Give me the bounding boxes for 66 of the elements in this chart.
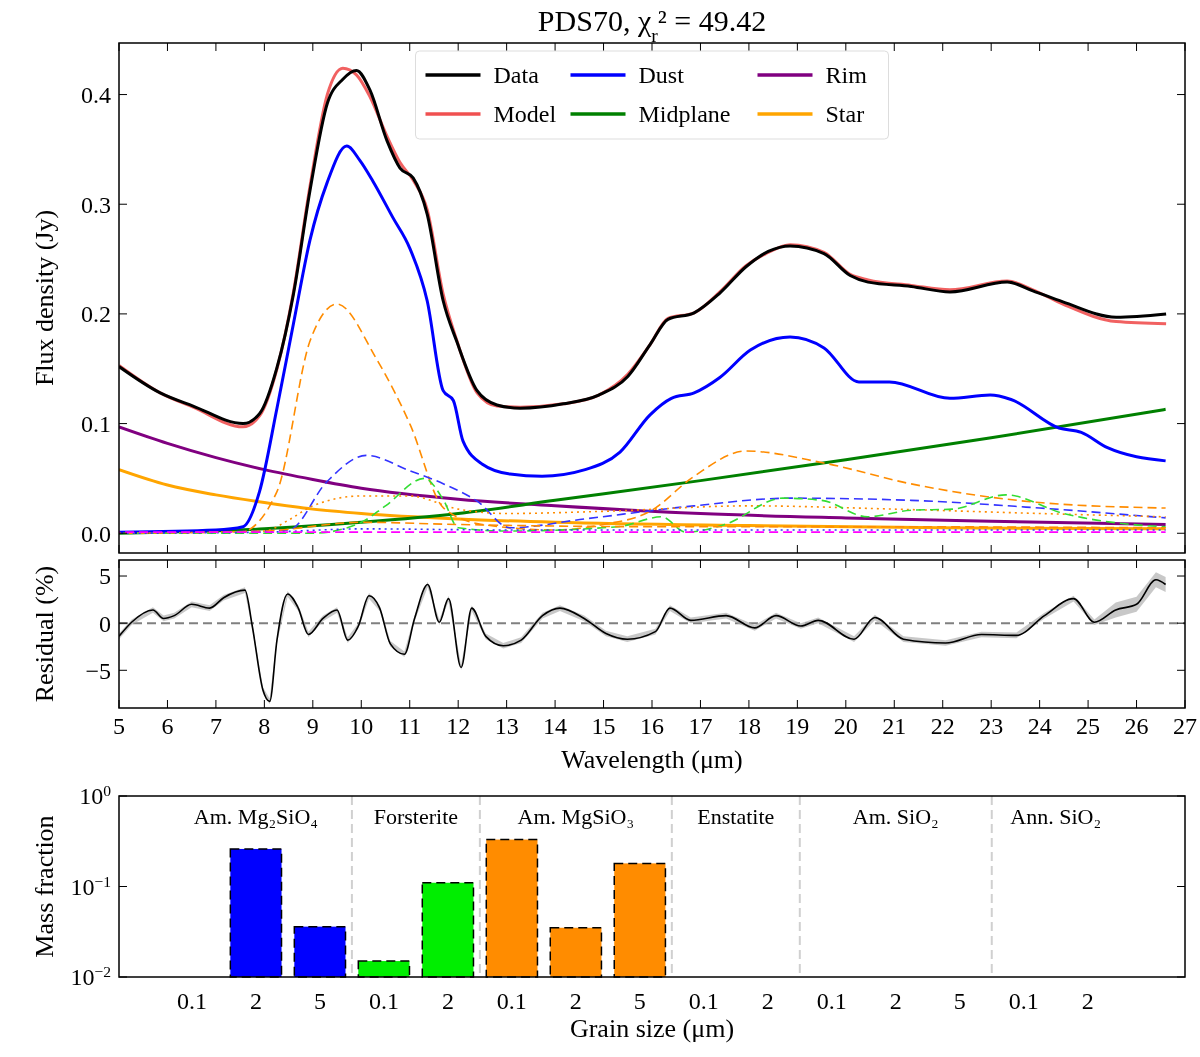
x-tick-label: 13 [494,713,519,739]
x-tick-label: 8 [258,713,271,739]
x-tick-label: 10 [349,713,374,739]
x-tick-label: 6 [161,713,174,739]
legend-label: Midplane [638,101,731,128]
x-tick-label: 23 [979,713,1004,739]
chart-title: PDS70, χ$_{r}$² = 49.42 [537,4,767,46]
x-tick-label: 22 [930,713,955,739]
x-tick-label: 5 [313,988,326,1014]
annotation: Am. MgSiO₃ [517,804,635,829]
x-tick-label: 15 [591,713,616,739]
x-tick-label: 24 [1027,713,1052,739]
x-tick-label: 21 [882,713,907,739]
y-tick-label: 0.4 [81,81,111,108]
x-tick-label: 5 [633,988,646,1014]
x-tick-label: 2 [761,988,774,1014]
x-tick-label: 17 [688,713,713,739]
x-tick-label: 16 [640,713,664,739]
y-tick-label: −5 [85,657,111,684]
annotation: Enstatite [697,804,775,829]
x-tick-label: 0.1 [496,988,527,1014]
x-axis-title: Grain size (μm) [569,1014,735,1043]
x-tick-label: 2 [441,988,454,1014]
annotation: Am. SiO₂ [852,804,939,829]
y-axis-title: Flux density (Jy) [30,209,59,387]
legend-label: Dust [638,62,685,89]
y-tick-label: 10$^{−2}$ [70,962,111,991]
x-axis-title: Wavelength (μm) [561,745,743,774]
y-tick-label: 0 [99,610,111,637]
x-tick-label: 7 [209,713,222,739]
y-tick-label: 0.3 [81,191,111,218]
x-tick-label: 11 [398,713,422,739]
x-tick-label: 0.1 [1008,988,1039,1014]
x-tick-label: 25 [1076,713,1101,739]
x-tick-label: 0.1 [816,988,847,1014]
x-tick-label: 0.1 [688,988,719,1014]
x-tick-label: 0.1 [176,988,207,1014]
y-tick-label: 0.1 [81,410,111,437]
x-tick-label: 18 [736,713,761,739]
x-tick-label: 27 [1173,713,1197,739]
y-tick-label: 0.0 [81,520,111,547]
x-tick-label: 0.1 [368,988,399,1014]
x-tick-label: 12 [446,713,471,739]
x-tick-label: 2 [1081,988,1094,1014]
x-tick-label: 20 [833,713,858,739]
y-tick-label: 5 [99,563,111,590]
legend-label: Data [493,62,540,89]
x-tick-label: 2 [249,988,262,1014]
x-tick-label: 2 [569,988,582,1014]
legend-label: Model [493,101,557,128]
annotation: Am. Mg₂SiO₄ [193,804,318,829]
x-tick-label: 19 [785,713,810,739]
y-axis-title: Mass fraction [30,815,59,958]
legend-label: Rim [825,62,868,89]
y-tick-label: 10$^{0}$ [79,781,112,810]
x-tick-label: 26 [1124,713,1149,739]
annotation: Ann. SiO₂ [1010,804,1102,829]
y-tick-label: 10$^{−1}$ [70,872,111,900]
y-tick-label: 0.2 [81,301,111,328]
x-tick-label: 2 [889,988,902,1014]
annotation: Forsterite [373,804,459,829]
y-axis-title: Residual (%) [30,565,59,703]
x-tick-label: 9 [306,713,319,739]
x-tick-label: 5 [953,988,966,1014]
x-tick-label: 14 [543,713,568,739]
legend-label: Star [825,101,865,128]
